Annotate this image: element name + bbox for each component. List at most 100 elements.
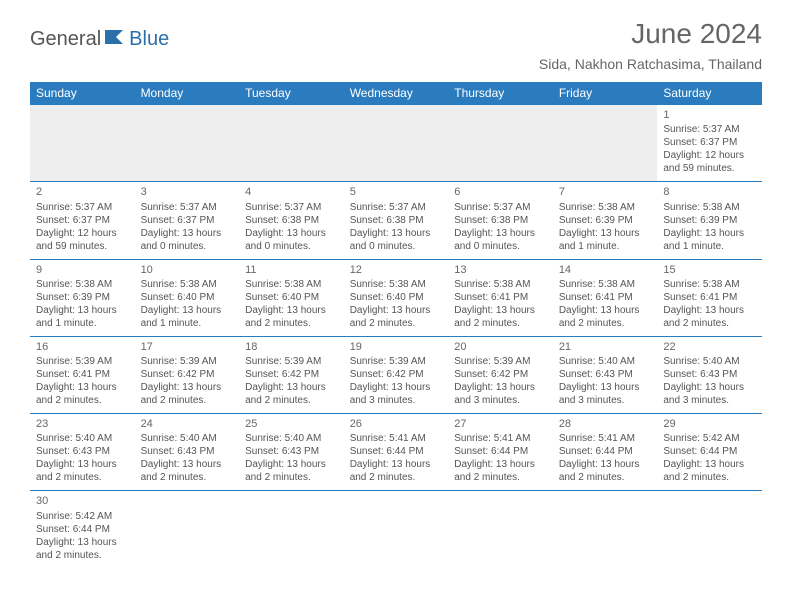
sunrise-text: Sunrise: 5:42 AM [36, 510, 129, 523]
calendar-week-row: 2 Sunrise: 5:37 AM Sunset: 6:37 PM Daylight… [30, 182, 762, 259]
brand-text-2: Blue [129, 28, 169, 51]
sunrise-text: Sunrise: 5:38 AM [559, 278, 652, 291]
sunset-text: Sunset: 6:44 PM [559, 445, 652, 458]
calendar-cell: 26Sunrise: 5:41 AMSunset: 6:44 PMDayligh… [344, 414, 449, 491]
day-number: 15 [663, 263, 756, 277]
month-title: June 2024 [539, 18, 762, 50]
sunset-text: Sunset: 6:44 PM [350, 445, 443, 458]
daylight-text: Daylight: 13 hours and 2 minutes. [663, 458, 756, 484]
sunrise-text: Sunrise: 5:40 AM [559, 355, 652, 368]
calendar-week-row: 9Sunrise: 5:38 AMSunset: 6:39 PMDaylight… [30, 259, 762, 336]
sunrise-text: Sunrise: 5:39 AM [141, 355, 234, 368]
calendar-cell: 3Sunrise: 5:37 AMSunset: 6:37 PMDaylight… [135, 182, 240, 259]
sunrise-text: Sunrise: 5:40 AM [663, 355, 756, 368]
sunrise-text: Sunrise: 5:37 AM [350, 201, 443, 214]
sunset-text: Sunset: 6:43 PM [245, 445, 338, 458]
dayhead-wed: Wednesday [344, 82, 449, 105]
sunset-text: Sunset: 6:41 PM [559, 291, 652, 304]
header: General Blue June 2024 Sida, Nakhon Ratc… [30, 18, 762, 72]
calendar-cell [553, 491, 658, 568]
day-number: 4 [245, 185, 338, 199]
sunrise-text: Sunrise: 5:38 AM [663, 278, 756, 291]
calendar-week-row: 1Sunrise: 5:37 AMSunset: 6:37 PMDaylight… [30, 105, 762, 182]
calendar-cell: 7Sunrise: 5:38 AMSunset: 6:39 PMDaylight… [553, 182, 658, 259]
daylight-text: Daylight: 13 hours and 1 minute. [36, 304, 129, 330]
calendar-cell [657, 491, 762, 568]
calendar-cell: 9Sunrise: 5:38 AMSunset: 6:39 PMDaylight… [30, 259, 135, 336]
sunrise-text: Sunrise: 5:40 AM [36, 432, 129, 445]
sunrise-text: Sunrise: 5:37 AM [663, 123, 756, 136]
calendar-cell [448, 105, 553, 182]
sunrise-text: Sunrise: 5:39 AM [245, 355, 338, 368]
sunset-text: Sunset: 6:43 PM [141, 445, 234, 458]
calendar-cell: 13Sunrise: 5:38 AMSunset: 6:41 PMDayligh… [448, 259, 553, 336]
calendar-cell [344, 491, 449, 568]
sunrise-text: Sunrise: 5:38 AM [350, 278, 443, 291]
calendar-cell: 24Sunrise: 5:40 AMSunset: 6:43 PMDayligh… [135, 414, 240, 491]
sunset-text: Sunset: 6:38 PM [350, 214, 443, 227]
dayhead-fri: Friday [553, 82, 658, 105]
sunset-text: Sunset: 6:37 PM [36, 214, 129, 227]
calendar-cell: 16Sunrise: 5:39 AMSunset: 6:41 PMDayligh… [30, 336, 135, 413]
day-number: 22 [663, 340, 756, 354]
calendar-cell: 19Sunrise: 5:39 AMSunset: 6:42 PMDayligh… [344, 336, 449, 413]
day-number: 28 [559, 417, 652, 431]
brand-logo: General Blue [30, 28, 169, 51]
day-number: 26 [350, 417, 443, 431]
calendar-cell: 20Sunrise: 5:39 AMSunset: 6:42 PMDayligh… [448, 336, 553, 413]
sunset-text: Sunset: 6:43 PM [663, 368, 756, 381]
calendar-cell [135, 491, 240, 568]
day-number: 2 [36, 185, 129, 199]
calendar-cell: 11Sunrise: 5:38 AMSunset: 6:40 PMDayligh… [239, 259, 344, 336]
day-header-row: Sunday Monday Tuesday Wednesday Thursday… [30, 82, 762, 105]
calendar-table: Sunday Monday Tuesday Wednesday Thursday… [30, 82, 762, 568]
sunrise-text: Sunrise: 5:37 AM [141, 201, 234, 214]
brand-text-1: General [30, 28, 101, 51]
day-number: 25 [245, 417, 338, 431]
day-number: 1 [663, 108, 756, 122]
daylight-text: Daylight: 13 hours and 0 minutes. [454, 227, 547, 253]
sunset-text: Sunset: 6:42 PM [245, 368, 338, 381]
calendar-cell [135, 105, 240, 182]
day-number: 7 [559, 185, 652, 199]
sunrise-text: Sunrise: 5:40 AM [141, 432, 234, 445]
calendar-cell [239, 491, 344, 568]
sunset-text: Sunset: 6:40 PM [141, 291, 234, 304]
sunset-text: Sunset: 6:41 PM [454, 291, 547, 304]
daylight-text: Daylight: 13 hours and 2 minutes. [454, 304, 547, 330]
calendar-cell [239, 105, 344, 182]
daylight-text: Daylight: 13 hours and 1 minute. [141, 304, 234, 330]
calendar-cell: 12Sunrise: 5:38 AMSunset: 6:40 PMDayligh… [344, 259, 449, 336]
sunrise-text: Sunrise: 5:37 AM [245, 201, 338, 214]
dayhead-mon: Monday [135, 82, 240, 105]
daylight-text: Daylight: 13 hours and 2 minutes. [141, 381, 234, 407]
sunrise-text: Sunrise: 5:38 AM [141, 278, 234, 291]
daylight-text: Daylight: 13 hours and 1 minute. [663, 227, 756, 253]
daylight-text: Daylight: 13 hours and 3 minutes. [350, 381, 443, 407]
daylight-text: Daylight: 13 hours and 2 minutes. [36, 536, 129, 562]
daylight-text: Daylight: 13 hours and 0 minutes. [141, 227, 234, 253]
sunrise-text: Sunrise: 5:41 AM [350, 432, 443, 445]
dayhead-sat: Saturday [657, 82, 762, 105]
daylight-text: Daylight: 13 hours and 2 minutes. [559, 458, 652, 484]
calendar-cell: 25Sunrise: 5:40 AMSunset: 6:43 PMDayligh… [239, 414, 344, 491]
daylight-text: Daylight: 13 hours and 2 minutes. [245, 458, 338, 484]
daylight-text: Daylight: 13 hours and 2 minutes. [36, 381, 129, 407]
sunrise-text: Sunrise: 5:37 AM [454, 201, 547, 214]
calendar-week-row: 16Sunrise: 5:39 AMSunset: 6:41 PMDayligh… [30, 336, 762, 413]
day-number: 19 [350, 340, 443, 354]
dayhead-tue: Tuesday [239, 82, 344, 105]
day-number: 30 [36, 494, 129, 508]
daylight-text: Daylight: 12 hours and 59 minutes. [663, 149, 756, 175]
calendar-cell: 27Sunrise: 5:41 AMSunset: 6:44 PMDayligh… [448, 414, 553, 491]
sunset-text: Sunset: 6:42 PM [350, 368, 443, 381]
calendar-cell: 14Sunrise: 5:38 AMSunset: 6:41 PMDayligh… [553, 259, 658, 336]
calendar-week-row: 30Sunrise: 5:42 AMSunset: 6:44 PMDayligh… [30, 491, 762, 568]
calendar-cell: 8Sunrise: 5:38 AMSunset: 6:39 PMDaylight… [657, 182, 762, 259]
daylight-text: Daylight: 13 hours and 2 minutes. [350, 304, 443, 330]
sunrise-text: Sunrise: 5:39 AM [36, 355, 129, 368]
day-number: 8 [663, 185, 756, 199]
calendar-cell: 30Sunrise: 5:42 AMSunset: 6:44 PMDayligh… [30, 491, 135, 568]
calendar-week-row: 23Sunrise: 5:40 AMSunset: 6:43 PMDayligh… [30, 414, 762, 491]
calendar-cell: 15Sunrise: 5:38 AMSunset: 6:41 PMDayligh… [657, 259, 762, 336]
